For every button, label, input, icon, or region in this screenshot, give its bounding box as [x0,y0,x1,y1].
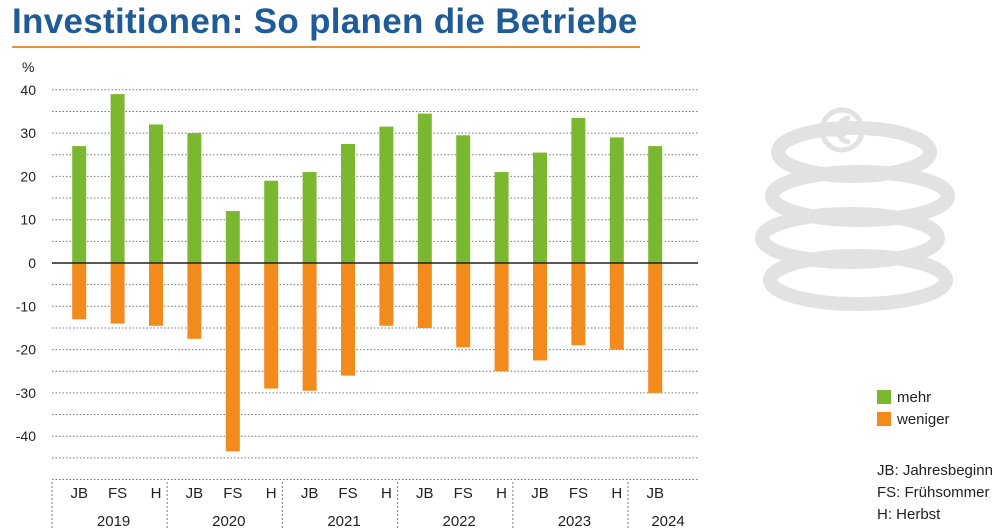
bar-mehr [456,135,471,263]
legend: mehr weniger [877,386,950,430]
legend-item-weniger: weniger [877,408,950,430]
bar-mehr [264,180,279,263]
x-tick-label: FS [338,485,357,502]
y-tick-label: -10 [16,298,36,314]
bar-weniger [648,263,663,393]
year-label: 2020 [212,513,245,530]
bar-weniger [456,263,471,348]
legend-label-mehr: mehr [897,388,932,406]
y-tick-label: 0 [28,255,36,271]
bar-weniger [341,263,355,376]
legend-item-mehr: mehr [877,386,950,408]
bar-weniger [533,263,547,361]
legend-swatch-mehr [877,390,891,404]
abbreviation-notes: JB: Jahresbeginn FS: Frühsommer H: Herbs… [877,460,993,526]
y-axis-unit: % [22,59,34,75]
x-tick-label: H [266,485,277,502]
bar-weniger [72,263,87,320]
bar-mehr [110,94,125,263]
bar-weniger [110,263,125,324]
bar-mehr [341,143,355,263]
x-tick-label: H [381,485,392,502]
bar-weniger [379,263,394,326]
bar-mehr [187,133,202,263]
y-tick-label: -20 [16,342,36,358]
x-tick-label: H [611,485,622,502]
x-tick-label: JB [646,485,664,502]
bar-mehr [225,211,240,263]
y-tick-label: 20 [20,168,36,184]
bar-weniger [571,263,586,346]
year-label: 2022 [443,513,476,530]
x-tick-label: FS [454,485,473,502]
bar-chart: 40 30 20 10 0 -10 -20 -30 -40% JB FS H JB FS H JB FS H JB F… [16,59,698,530]
year-label: 2021 [327,513,360,530]
y-tick-label: 10 [20,212,36,228]
bar-weniger [187,263,202,339]
x-tick-label: H [496,485,507,502]
x-tick-label: JB [186,485,204,502]
x-tick-label: JB [531,485,549,502]
bars [72,94,663,452]
y-tick-label: -30 [16,385,36,401]
bar-weniger [302,263,317,391]
year-label: 2024 [651,513,684,530]
bar-mehr [149,124,163,263]
note-h: H: Herbst [877,506,941,523]
axes: 40 30 20 10 0 -10 -20 -30 -40% JB FS H JB FS H JB FS H JB F… [16,59,698,530]
y-tick-label: 40 [20,82,36,98]
y-tick-label: 30 [20,125,36,141]
x-tick-label: H [151,485,162,502]
x-tick-label: FS [223,485,242,502]
x-tick-label: FS [569,485,588,502]
bar-mehr [609,137,624,263]
title-underline [12,46,640,48]
note-jb: JB: Jahresbeginn [877,462,993,479]
bar-weniger [264,263,279,389]
bar-weniger [225,263,240,452]
legend-swatch-weniger [877,412,891,426]
year-label: 2019 [97,513,130,530]
bar-mehr [533,152,547,263]
grid-lines [52,89,698,480]
x-tick-label: JB [70,485,88,502]
bar-weniger [609,263,624,350]
bar-mehr [379,126,394,263]
coins-icon [755,107,955,311]
bar-mehr [648,146,663,263]
y-tick-label: -40 [16,428,36,444]
bar-mehr [494,172,509,263]
bar-weniger [494,263,509,372]
x-tick-label: JB [416,485,434,502]
bar-mehr [571,117,586,263]
bar-mehr [72,146,87,263]
x-tick-label: FS [108,485,127,502]
chart-title: Investitionen: So planen die Betriebe [12,2,638,41]
bar-mehr [417,113,432,264]
bar-weniger [417,263,432,328]
bar-mehr [302,172,317,263]
legend-label-weniger: weniger [897,410,950,428]
bar-weniger [149,263,163,326]
note-fs: FS: Frühsommer [877,484,990,501]
x-tick-label: JB [301,485,319,502]
year-label: 2023 [558,513,591,530]
